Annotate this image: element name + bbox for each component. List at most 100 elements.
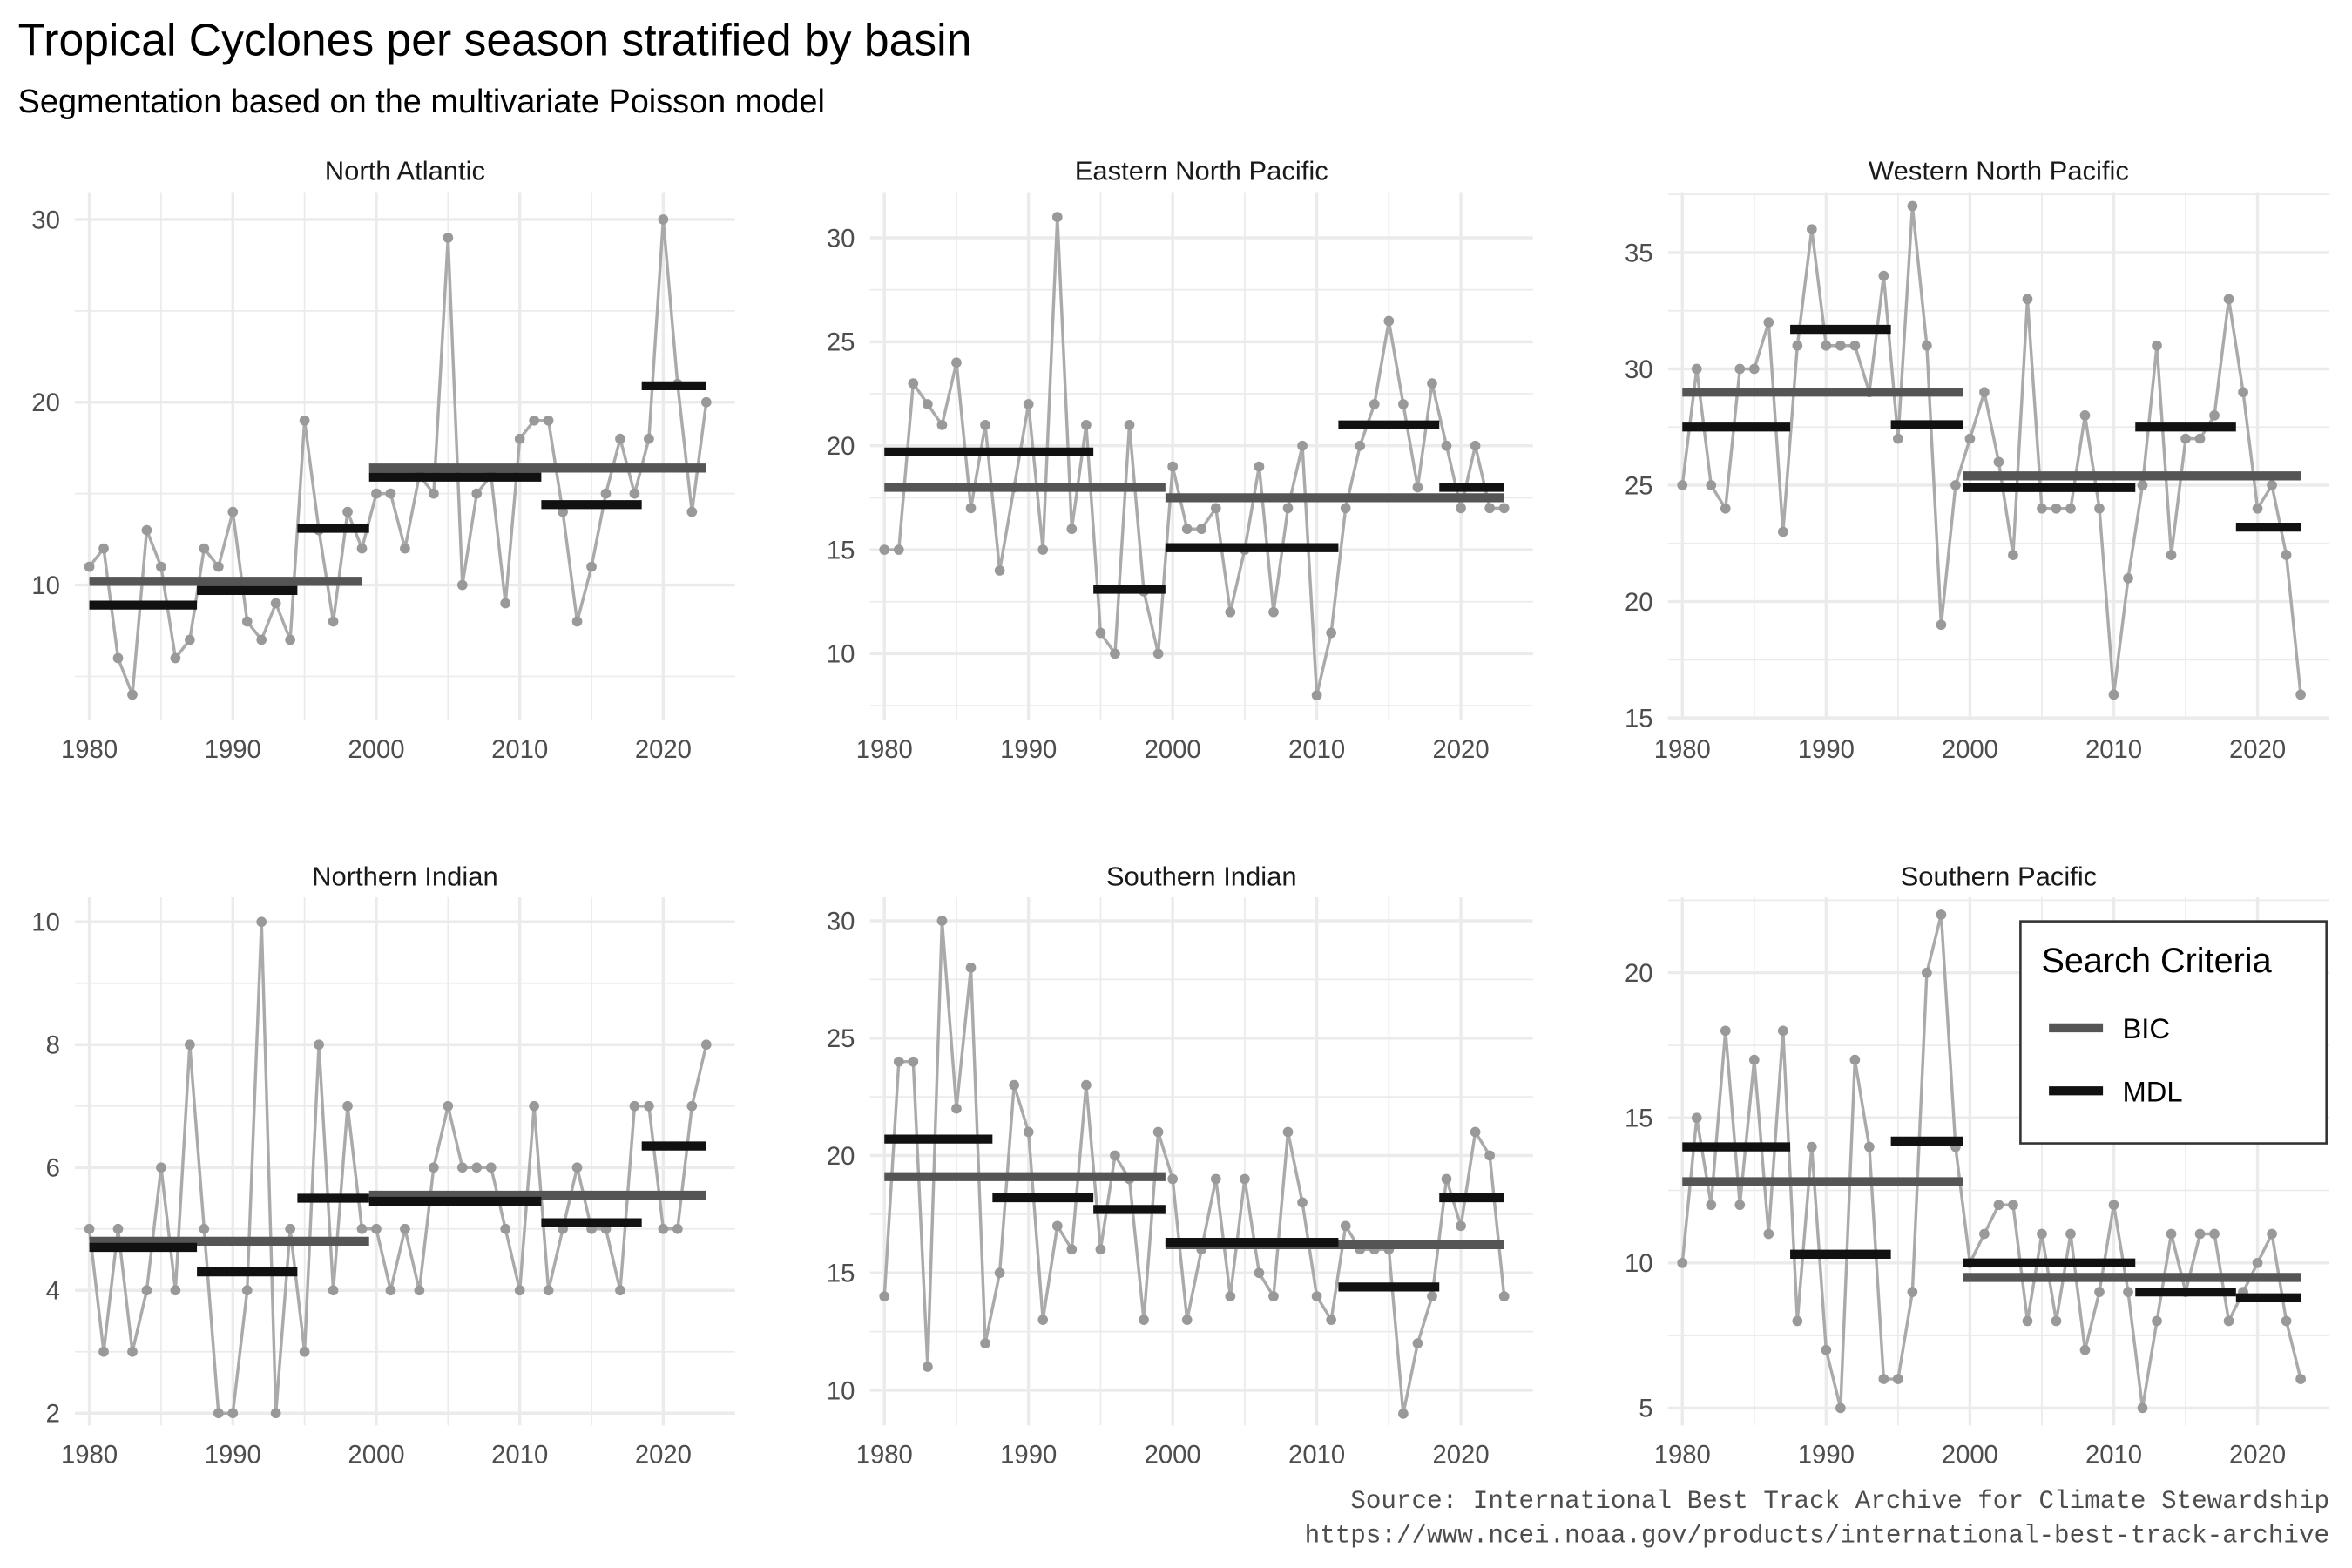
panel-north-atlantic-data-point — [700, 396, 712, 408]
panel-southern-pacific-data-point — [1792, 1315, 1803, 1327]
panel-southern-pacific-data-point — [2008, 1200, 2018, 1211]
panel-western-north-pacific-x-tick-label: 2020 — [2229, 736, 2286, 764]
panel-western-north-pacific-data-point — [2108, 689, 2119, 700]
panel-northern-indian-x-tick-label: 2000 — [348, 1441, 404, 1469]
panel-western-north-pacific-data-point — [1720, 503, 1731, 514]
panel-northern-indian-data-point — [471, 1162, 483, 1173]
panel-southern-pacific-data-point — [2209, 1228, 2220, 1240]
panel-northern-indian-x-tick-label: 2010 — [491, 1441, 548, 1469]
panel-southern-pacific-series-line — [1680, 914, 2302, 1409]
panel-western-north-pacific-data-point — [1734, 363, 1746, 375]
panel-eastern-north-pacific-data-point — [1326, 627, 1337, 639]
panel-north-atlantic-data-point — [141, 524, 152, 536]
panel-southern-pacific-data-point — [1878, 1374, 1889, 1384]
panel-southern-pacific-x-tick-label: 2000 — [1942, 1441, 1998, 1469]
panel-eastern-north-pacific-data-point — [1456, 503, 1466, 514]
panel-northern-indian-data-point — [658, 1223, 669, 1234]
panel-southern-pacific-data-point — [2037, 1228, 2047, 1240]
panel-eastern-north-pacific-data-point — [1254, 461, 1265, 472]
panel-southern-pacific-data-point — [1979, 1228, 1990, 1240]
panel-southern-indian-data-point — [1081, 1079, 1092, 1091]
panel-western-north-pacific-data-point — [1950, 480, 1961, 490]
panel-northern-indian-data-point — [385, 1285, 396, 1296]
panel-eastern-north-pacific-data-point — [1427, 378, 1437, 389]
panel-eastern-north-pacific-data-point — [879, 544, 890, 555]
panel-eastern-north-pacific-x-tick-label: 2000 — [1145, 736, 1201, 764]
panel-north-atlantic-data-point — [371, 488, 382, 499]
panel-north-atlantic-x-tick-label: 2010 — [491, 736, 548, 764]
panel-northern-indian-data-point — [156, 1162, 166, 1173]
panel-northern-indian: 1980 1990 2000 2010 2020 2 4 6 8 10 Northern India… — [31, 861, 735, 1469]
panel-southern-indian-data-point — [1095, 1244, 1106, 1255]
panel-western-north-pacific-data-point — [1835, 340, 1846, 351]
panel-southern-pacific-x-tick-label: 1980 — [1654, 1441, 1711, 1469]
panel-southern-indian-data-point — [1240, 1173, 1250, 1185]
panel-northern-indian-data-point — [400, 1223, 410, 1234]
panel-northern-indian-data-point — [686, 1100, 698, 1112]
panel-western-north-pacific-data-point — [2094, 503, 2105, 514]
panel-north-atlantic-data-point — [428, 488, 439, 499]
panel-north-atlantic-data-point — [84, 561, 95, 572]
panel-southern-pacific-data-point — [2108, 1200, 2119, 1211]
panel-northern-indian-x-tick-label: 2020 — [635, 1441, 692, 1469]
panel-eastern-north-pacific-data-point — [1037, 544, 1049, 555]
panel-western-north-pacific-data-point — [2022, 294, 2033, 305]
panel-north-atlantic-data-point — [529, 415, 540, 426]
panel-western-north-pacific-data-point — [1677, 480, 1688, 490]
panel-northern-indian-title: Northern Indian — [312, 861, 498, 891]
panel-eastern-north-pacific-y-tick-label: 25 — [827, 329, 855, 357]
panel-western-north-pacific-data-point — [2194, 433, 2206, 444]
panel-northern-indian-data-point — [700, 1039, 712, 1051]
panel-southern-pacific-data-point — [1720, 1025, 1731, 1037]
panel-eastern-north-pacific-x-tick-label: 2010 — [1288, 736, 1345, 764]
panel-north-atlantic-title: North Atlantic — [325, 156, 485, 186]
panel-western-north-pacific-data-point — [1691, 363, 1702, 375]
panel-southern-pacific-title: Southern Pacific — [1901, 861, 2098, 891]
panel-eastern-north-pacific-data-point — [1023, 399, 1034, 409]
panel-north-atlantic-data-point — [185, 634, 195, 645]
panel-north-atlantic-data-point — [471, 488, 483, 499]
panel-north-atlantic-data-point — [615, 433, 625, 444]
panel-north-atlantic-x-tick-label: 2020 — [635, 736, 692, 764]
panel-southern-pacific-x-tick-label: 2010 — [2085, 1441, 2142, 1469]
panel-north-atlantic-data-point — [112, 652, 124, 664]
panel-eastern-north-pacific-data-point — [1196, 524, 1207, 535]
panel-western-north-pacific-data-point — [1777, 526, 1788, 537]
panel-northern-indian-data-point — [514, 1285, 525, 1296]
panel-northern-indian-data-point — [328, 1285, 339, 1296]
panel-southern-pacific-y-tick-label: 10 — [1625, 1250, 1653, 1278]
panel-north-atlantic-data-point — [400, 543, 410, 554]
panel-southern-pacific-data-point — [1734, 1200, 1746, 1211]
panel-western-north-pacific-y-tick-label: 30 — [1625, 356, 1653, 384]
panel-north-atlantic-data-point — [356, 543, 368, 554]
panel-western-north-pacific-data-point — [2238, 387, 2248, 398]
panel-southern-pacific-data-point — [1936, 909, 1947, 920]
panel-southern-pacific-data-point — [2123, 1287, 2133, 1297]
panel-southern-pacific-data-point — [2094, 1287, 2105, 1297]
panel-north-atlantic-data-point — [600, 488, 612, 499]
panel-southern-indian-data-point — [1152, 1126, 1164, 1138]
panel-eastern-north-pacific-data-point — [1412, 482, 1423, 493]
panel-northern-indian-data-point — [285, 1223, 296, 1234]
panel-southern-pacific-data-point — [1993, 1200, 2004, 1211]
panel-northern-indian-data-point — [428, 1162, 439, 1173]
panel-western-north-pacific-data-point — [2209, 410, 2220, 421]
panel-north-atlantic-data-point — [127, 689, 138, 700]
panel-north-atlantic-data-point — [328, 616, 339, 627]
panel-western-north-pacific-x-tick-label: 1990 — [1798, 736, 1855, 764]
panel-north-atlantic-data-point — [241, 616, 253, 627]
panel-southern-indian-data-point — [980, 1338, 990, 1348]
panel-north-atlantic-y-tick-label: 30 — [31, 206, 60, 234]
panel-southern-indian-data-point — [1210, 1173, 1221, 1185]
panel-southern-indian-data-point — [1037, 1315, 1049, 1325]
legend-mdl-label: MDL — [2122, 1075, 2182, 1107]
panel-northern-indian-data-point — [342, 1100, 353, 1112]
panel-western-north-pacific-x-tick-label: 2000 — [1942, 736, 1998, 764]
panel-western-north-pacific-data-point — [2295, 689, 2306, 700]
panel-western-north-pacific-data-point — [2152, 340, 2162, 351]
panel-western-north-pacific-data-point — [1806, 224, 1817, 235]
panel-northern-indian-data-point — [672, 1223, 683, 1234]
caption-source: Source: International Best Track Archive… — [1350, 1487, 2329, 1516]
panel-southern-pacific-data-point — [1835, 1402, 1846, 1414]
